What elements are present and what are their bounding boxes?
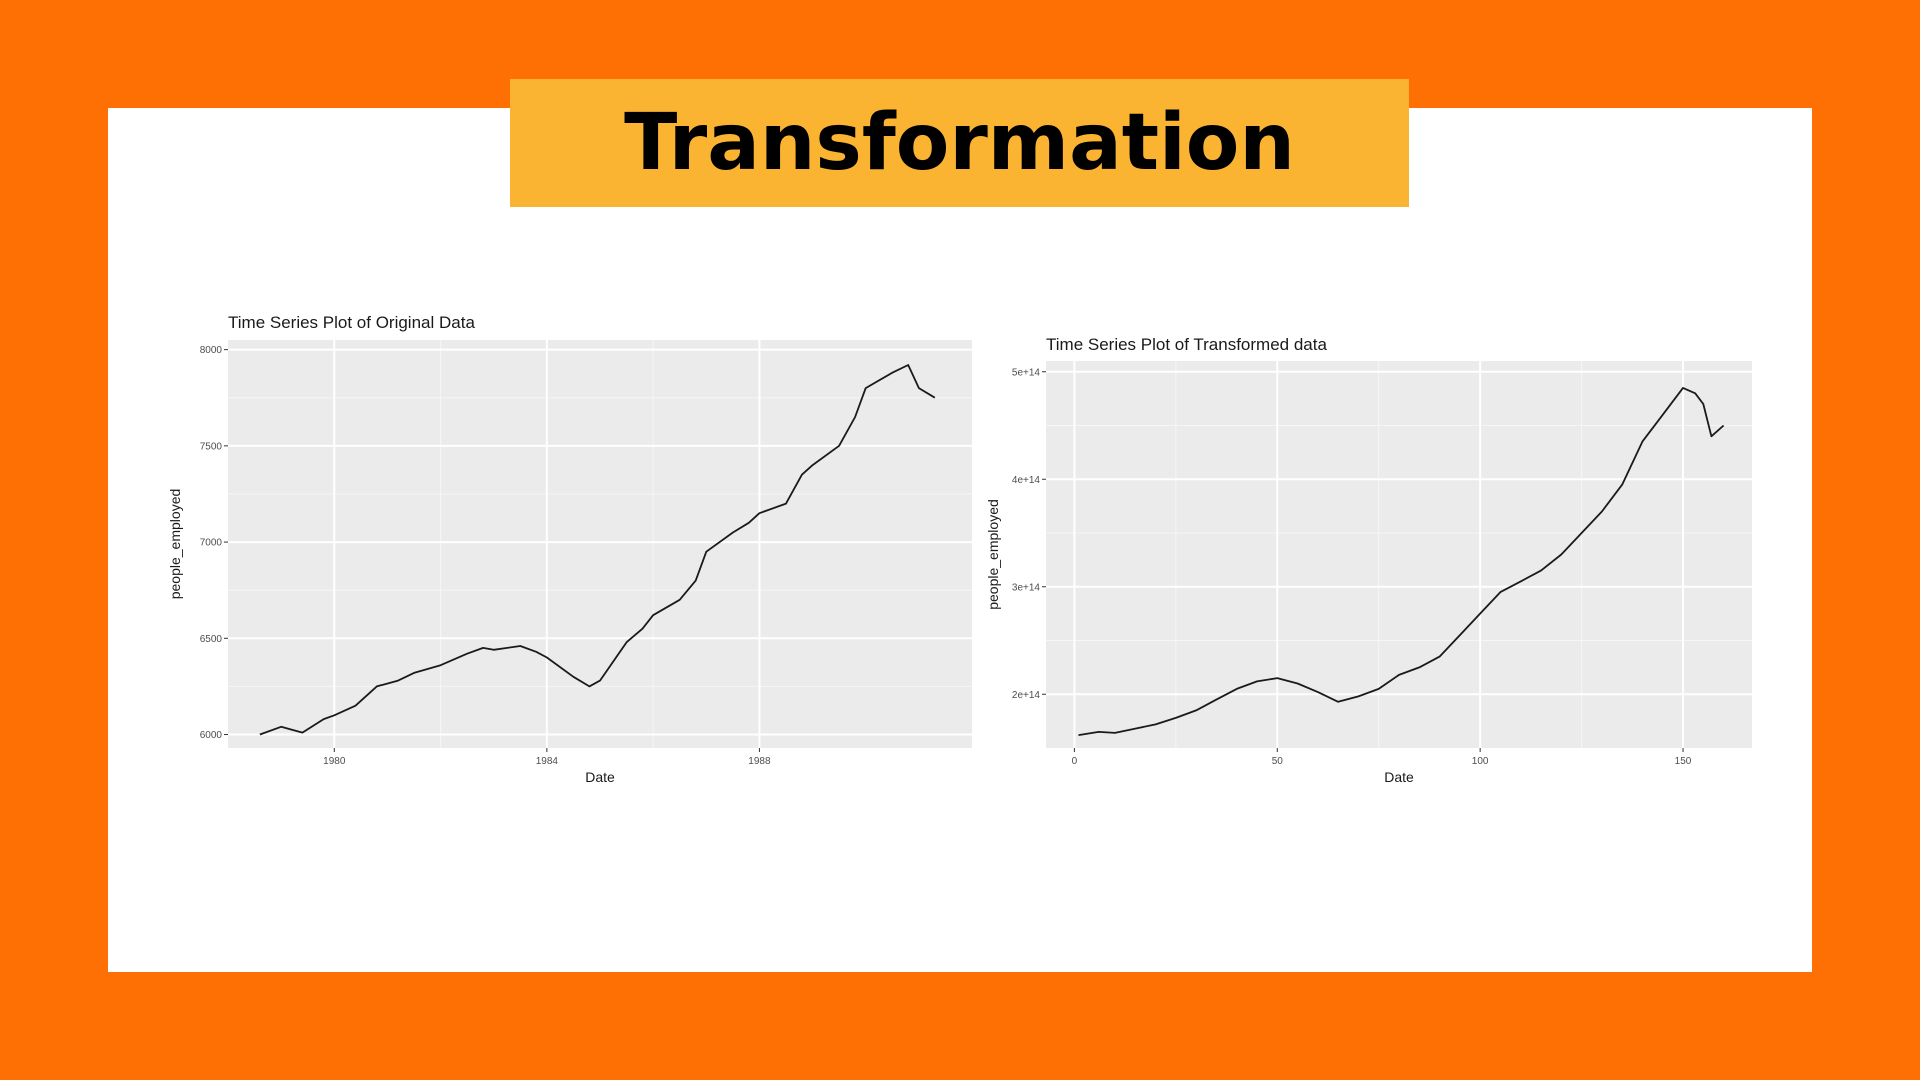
transformed-y-tick-label: 5e+14 [1012,367,1041,378]
transformed-plot-background [1046,361,1752,748]
original-data-chart: Time Series Plot of Original Data 6000 650… [160,300,980,800]
original-gridlines [228,340,972,748]
page-title: Transformation [624,98,1295,188]
original-series-line [259,364,936,736]
original-x-axis-label: Date [585,769,615,785]
original-y-tick-label: 8000 [200,345,223,356]
transformed-x-tick-label: 0 [1072,756,1078,767]
transformed-x-tick-label: 100 [1472,756,1489,767]
transformed-y-tick-label: 3e+14 [1012,582,1041,593]
original-x-tick-label: 1984 [536,756,559,767]
original-chart-title: Time Series Plot of Original Data [228,313,475,332]
original-x-tick-label: 1988 [748,756,771,767]
transformed-data-chart-svg: Time Series Plot of Transformed data 2e+1… [985,335,1752,785]
transformed-series-line [1078,387,1725,736]
transformed-gridlines [1046,361,1752,748]
transformed-y-axis-label: people_employed [985,499,1001,610]
transformed-x-tick-label: 50 [1272,756,1284,767]
transformed-chart-title: Time Series Plot of Transformed data [1046,335,1327,354]
transformed-y-tick-label: 2e+14 [1012,690,1041,701]
transformed-data-chart: Time Series Plot of Transformed data 2e+1… [980,320,1760,800]
original-data-chart-svg: Time Series Plot of Original Data 6000 650… [167,313,972,785]
original-y-tick-label: 6000 [200,730,223,741]
transformed-y-tick-label: 4e+14 [1012,475,1041,486]
transformed-x-tick-label: 150 [1675,756,1692,767]
original-y-tick-label: 6500 [200,634,223,645]
transformed-x-axis-label: Date [1384,769,1414,785]
original-y-axis-label: people_employed [167,489,183,600]
title-banner: Transformation [510,79,1409,207]
original-x-tick-label: 1980 [323,756,346,767]
original-y-tick-label: 7500 [200,441,223,452]
original-y-tick-label: 7000 [200,538,223,549]
